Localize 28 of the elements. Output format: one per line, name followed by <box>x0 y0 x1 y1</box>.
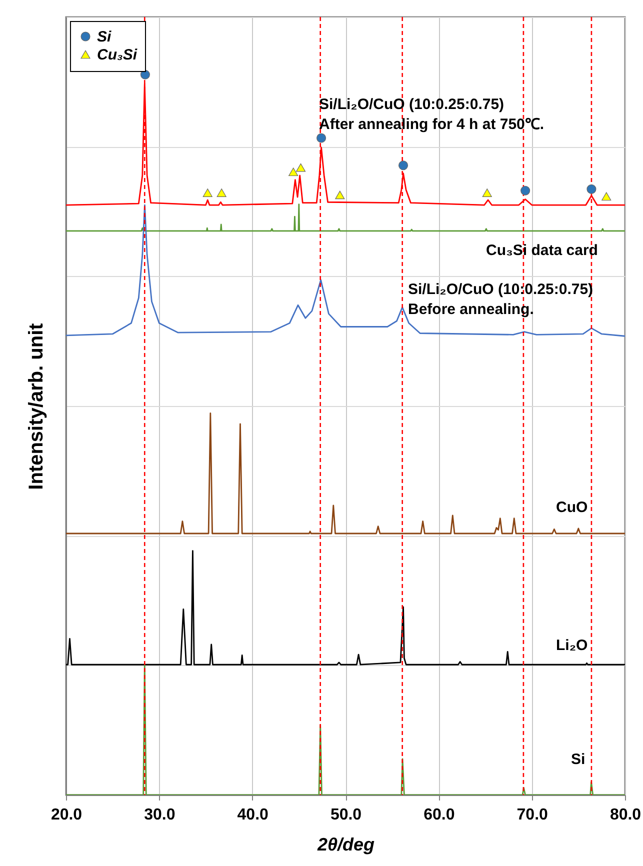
point <box>520 186 530 196</box>
x-tick-label: 50.0 <box>330 806 362 824</box>
point <box>316 133 326 143</box>
legend-label: Cu₃Si <box>97 46 138 64</box>
y-axis-title: Intensity/arb. unit <box>26 322 48 490</box>
annotation: Si/Li₂O/CuO (10:0.25:0.75) After annealing for 4 h at 750℃. <box>319 96 544 133</box>
point <box>335 190 345 200</box>
annotation: Cu₃Si data card <box>486 242 598 259</box>
x-tick-label: 20.0 <box>50 806 82 824</box>
point <box>586 184 596 194</box>
x-tick-label: 30.0 <box>144 806 176 824</box>
point <box>202 188 212 197</box>
annotation: Li₂O <box>556 637 588 654</box>
point <box>602 192 612 201</box>
legend-label: Si <box>97 28 112 46</box>
point <box>288 168 298 176</box>
annotation: Si/Li₂O/CuO (10:0.25:0.75) Before annealing. <box>408 281 594 318</box>
point <box>216 188 226 197</box>
point <box>482 188 492 197</box>
annotation: CuO <box>556 499 588 516</box>
x-tick-label: 80.0 <box>610 806 642 824</box>
x-tick-label: 40.0 <box>237 806 269 824</box>
point <box>398 160 408 170</box>
point <box>296 163 306 172</box>
x-tick-label: 70.0 <box>516 806 548 824</box>
x-axis-title: 2θ/deg <box>316 834 375 854</box>
annotation: Si <box>571 751 586 768</box>
x-tick-label: 60.0 <box>424 806 455 824</box>
